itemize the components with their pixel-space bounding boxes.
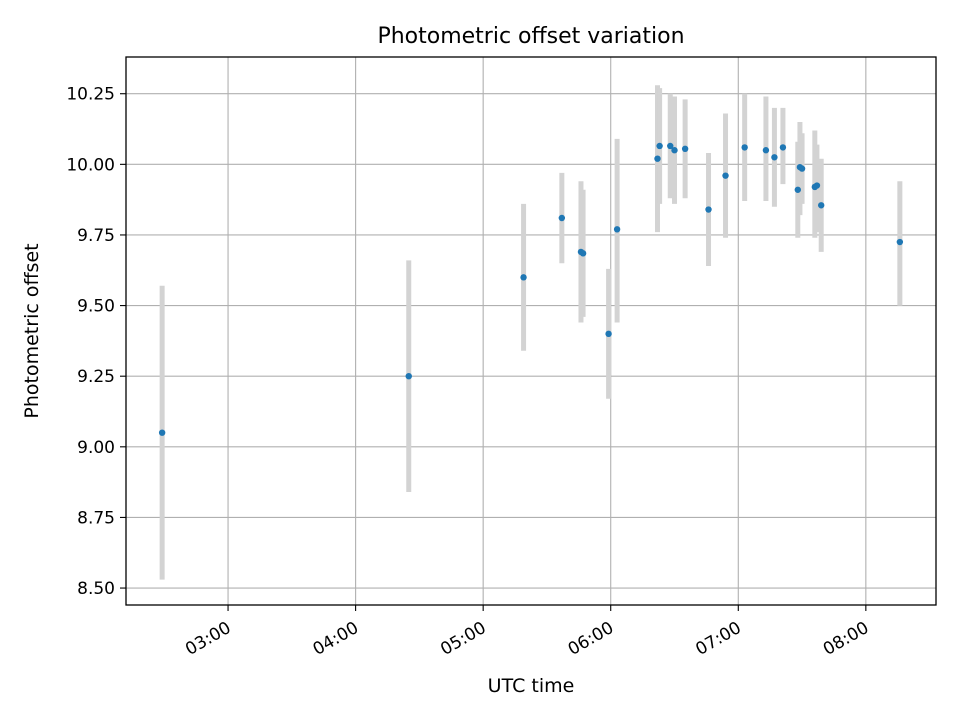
y-axis-label: Photometric offset [21, 243, 43, 418]
y-tick-label: 9.75 [77, 226, 115, 246]
data-point [558, 214, 566, 222]
x-axis-ticks: 03:00 04:00 05:00 06:00 07:00 08:00 [182, 605, 872, 660]
x-tick-label: 07:00 [692, 618, 744, 660]
x-tick-label: 08:00 [820, 618, 872, 660]
data-point [771, 154, 778, 161]
x-tick-label: 06:00 [565, 618, 617, 660]
y-tick-label: 9.50 [77, 297, 115, 317]
data-point [741, 144, 748, 151]
y-tick-label: 9.25 [77, 367, 115, 387]
x-tick-label: 04:00 [310, 618, 362, 660]
x-tick-label: 03:00 [182, 618, 234, 660]
error-bars [159, 85, 903, 580]
data-point [671, 147, 678, 154]
data-point [158, 429, 166, 436]
y-tick-label: 8.50 [77, 579, 115, 599]
data-point [813, 182, 821, 189]
data-point [798, 165, 806, 172]
y-tick-label: 9.00 [77, 438, 115, 458]
data-point [605, 330, 612, 338]
data-point [817, 202, 825, 209]
data-point [794, 186, 802, 193]
data-point [896, 238, 904, 246]
data-point [656, 142, 663, 150]
y-axis-ticks: 8.50 8.75 9.00 9.25 9.50 9.75 10.00 10.25 [66, 85, 126, 599]
x-tick-label: 05:00 [437, 618, 489, 660]
data-point [520, 274, 527, 281]
plot-frame [125, 56, 937, 606]
data-point [654, 155, 661, 162]
data-point [667, 142, 674, 150]
data-point [405, 372, 412, 380]
data-point [779, 144, 787, 151]
x-axis-label: UTC time [488, 675, 575, 697]
chart-title: Photometric offset variation [377, 24, 684, 49]
data-point [579, 250, 587, 257]
data-point [681, 145, 689, 153]
y-tick-label: 10.25 [66, 85, 115, 105]
data-point [705, 206, 712, 213]
data-point [722, 172, 729, 179]
data-point [613, 226, 621, 233]
y-tick-label: 10.00 [66, 155, 115, 175]
data-point [762, 147, 770, 154]
y-tick-label: 8.75 [77, 508, 115, 528]
data-points [158, 142, 904, 436]
